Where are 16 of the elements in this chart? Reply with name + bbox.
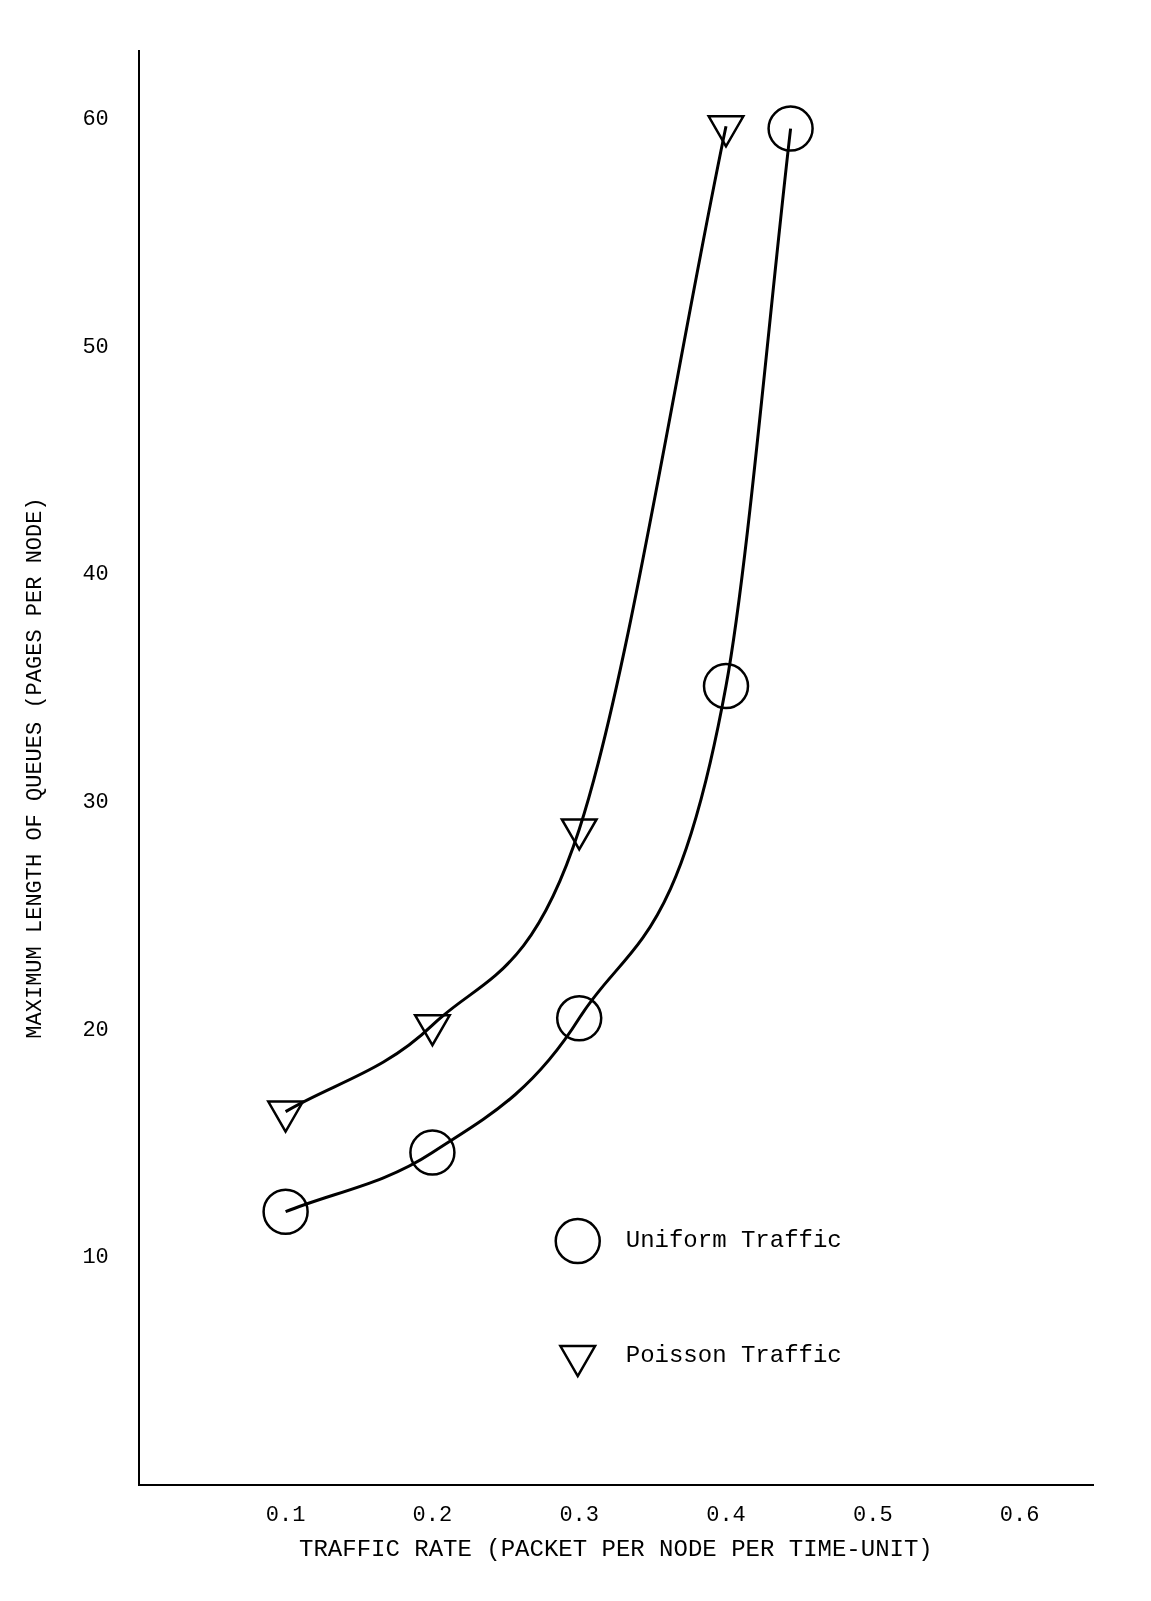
y-axis-title: MAXIMUM LENGTH OF QUEUES (PAGES PER NODE) <box>23 497 49 1039</box>
x-tick-label: 0.3 <box>559 1502 600 1528</box>
y-tick-label: 40 <box>82 562 109 588</box>
legend-label: Uniform Traffic <box>625 1227 842 1255</box>
y-tick-label: 10 <box>82 1245 109 1271</box>
x-axis-title: TRAFFIC RATE (PACKET PER NODE PER TIME-UNIT) <box>299 1535 933 1563</box>
y-tick-label: 60 <box>82 107 109 133</box>
y-tick-label: 30 <box>82 789 109 815</box>
x-tick-label: 0.4 <box>706 1502 746 1528</box>
x-tick-label: 0.5 <box>853 1502 893 1528</box>
x-tick-label: 0.6 <box>999 1502 1040 1528</box>
x-tick-label: 0.1 <box>265 1502 306 1528</box>
x-tick-label: 0.2 <box>412 1502 453 1528</box>
y-tick-label: 20 <box>82 1017 109 1043</box>
y-tick-label: 50 <box>82 334 109 360</box>
legend-label: Poisson Traffic <box>625 1342 842 1370</box>
